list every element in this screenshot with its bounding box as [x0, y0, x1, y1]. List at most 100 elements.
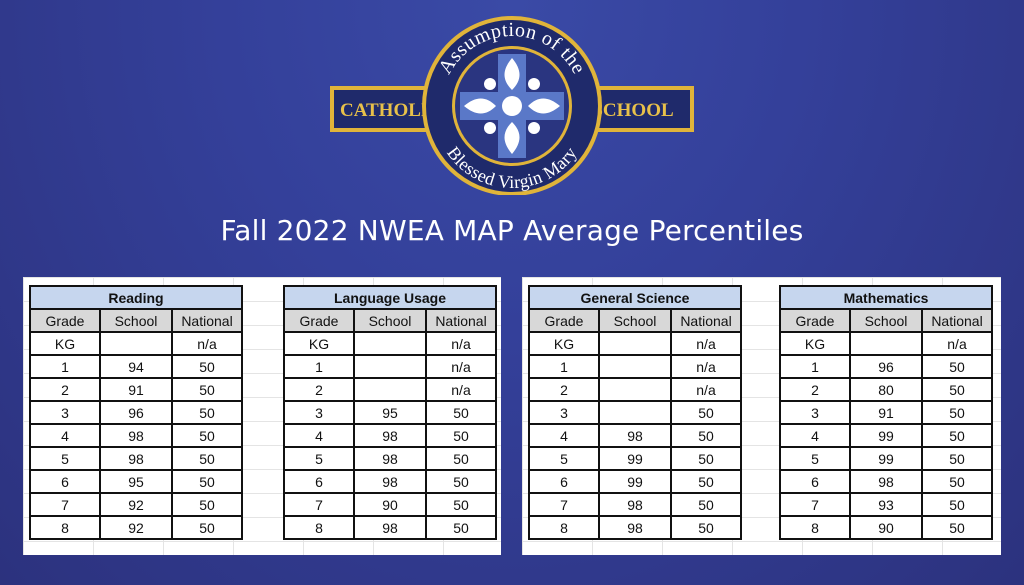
national-cell: 50	[921, 469, 993, 494]
school-cell	[99, 331, 173, 356]
grade-cell: 7	[283, 492, 355, 517]
school-cell: 99	[849, 446, 923, 471]
grade-cell: 7	[29, 492, 101, 517]
school-cell: 99	[598, 446, 672, 471]
grade-cell: 1	[283, 354, 355, 379]
column-header: Grade	[779, 308, 851, 333]
score-table: Language Usage Grade School National KG n/a 1 n…	[283, 285, 497, 540]
grade-cell: 3	[283, 400, 355, 425]
school-cell: 98	[353, 469, 427, 494]
school-cell: 96	[849, 354, 923, 379]
table-row: 7 93 50	[779, 492, 993, 517]
national-cell: 50	[670, 515, 742, 540]
page-title: Fall 2022 NWEA MAP Average Percentiles	[220, 214, 804, 247]
grade-cell: 3	[528, 400, 600, 425]
grade-cell: 1	[29, 354, 101, 379]
grade-cell: 4	[29, 423, 101, 448]
national-cell: n/a	[425, 354, 497, 379]
national-cell: 50	[921, 492, 993, 517]
school-cell	[849, 331, 923, 356]
grade-cell: 4	[779, 423, 851, 448]
school-cell: 92	[99, 492, 173, 517]
grade-cell: 8	[29, 515, 101, 540]
school-cell	[353, 331, 427, 356]
column-header: School	[598, 308, 672, 333]
table-row: 8 98 50	[283, 515, 497, 540]
national-cell: 50	[171, 446, 243, 471]
grade-cell: 5	[283, 446, 355, 471]
table-row: 4 98 50	[29, 423, 243, 448]
school-cell: 98	[99, 423, 173, 448]
national-cell: 50	[171, 354, 243, 379]
national-cell: 50	[171, 423, 243, 448]
table-row: 3 91 50	[779, 400, 993, 425]
school-cell: 91	[849, 400, 923, 425]
national-cell: 50	[670, 469, 742, 494]
school-cell: 92	[99, 515, 173, 540]
left-banner-text: CATHOLIC	[340, 100, 442, 121]
school-logo: CATHOLIC SCHOOL Assumption of the Blesse…	[330, 16, 694, 195]
school-cell: 98	[849, 469, 923, 494]
national-cell: 50	[425, 515, 497, 540]
table-row: 4 98 50	[283, 423, 497, 448]
school-cell: 98	[353, 515, 427, 540]
column-header: Grade	[528, 308, 600, 333]
table-row: 6 99 50	[528, 469, 742, 494]
table-row: 2 n/a	[283, 377, 497, 402]
grade-cell: 8	[528, 515, 600, 540]
school-cell: 90	[353, 492, 427, 517]
school-cell: 80	[849, 377, 923, 402]
school-cell	[598, 354, 672, 379]
school-cell: 98	[353, 446, 427, 471]
column-header: School	[99, 308, 173, 333]
table-row: KG n/a	[528, 331, 742, 356]
grade-cell: 2	[779, 377, 851, 402]
table-row: 1 n/a	[528, 354, 742, 379]
table-row: 3 96 50	[29, 400, 243, 425]
table-row: KG n/a	[779, 331, 993, 356]
national-cell: n/a	[670, 377, 742, 402]
table-row: 6 98 50	[779, 469, 993, 494]
school-cell: 98	[598, 515, 672, 540]
national-cell: 50	[171, 400, 243, 425]
column-header: Grade	[29, 308, 101, 333]
table-row: 8 90 50	[779, 515, 993, 540]
grade-cell: 6	[528, 469, 600, 494]
score-table: Reading Grade School National KG n/a 1 94 50 2 91 5…	[29, 285, 243, 540]
table-row: 7 90 50	[283, 492, 497, 517]
table-row: 2 80 50	[779, 377, 993, 402]
school-cell: 90	[849, 515, 923, 540]
spreadsheet-right: General Science Grade School National KG n/a 1…	[522, 277, 1001, 555]
table-row: 1 94 50	[29, 354, 243, 379]
school-cell	[353, 354, 427, 379]
school-cell	[598, 400, 672, 425]
grade-cell: KG	[528, 331, 600, 356]
grade-cell: 1	[779, 354, 851, 379]
national-cell: n/a	[921, 331, 993, 356]
table-row: 6 95 50	[29, 469, 243, 494]
grade-cell: 4	[283, 423, 355, 448]
school-cell: 94	[99, 354, 173, 379]
grade-cell: 6	[283, 469, 355, 494]
table-row: 3 50	[528, 400, 742, 425]
subject-header: Language Usage	[283, 285, 497, 310]
national-cell: 50	[670, 400, 742, 425]
school-cell: 98	[598, 492, 672, 517]
grade-cell: 5	[528, 446, 600, 471]
national-cell: 50	[670, 423, 742, 448]
grade-cell: 2	[528, 377, 600, 402]
column-header: National	[921, 308, 993, 333]
column-header: School	[849, 308, 923, 333]
fleur-de-lis-cross-icon	[460, 54, 564, 158]
national-cell: 50	[670, 492, 742, 517]
national-cell: 50	[425, 469, 497, 494]
grade-cell: 3	[779, 400, 851, 425]
national-cell: 50	[921, 400, 993, 425]
table-row: 1 n/a	[283, 354, 497, 379]
table-row: KG n/a	[29, 331, 243, 356]
school-cell: 93	[849, 492, 923, 517]
grade-cell: 4	[528, 423, 600, 448]
column-header: National	[670, 308, 742, 333]
national-cell: n/a	[425, 377, 497, 402]
school-cell: 96	[99, 400, 173, 425]
